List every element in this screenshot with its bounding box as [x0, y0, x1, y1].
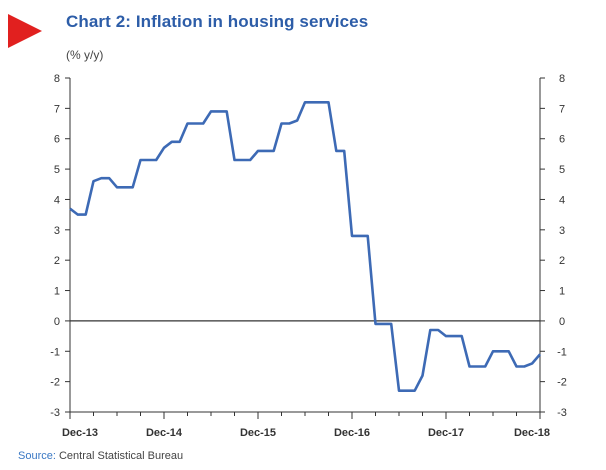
y-tick-label-right: 6 [559, 134, 565, 146]
source-note: Source: Central Statistical Bureau [18, 450, 183, 462]
y-tick-label-left: -3 [50, 407, 60, 419]
y-tick-label-left: 4 [54, 194, 60, 206]
y-tick-label-left: -2 [50, 377, 60, 389]
y-tick-label-left: 3 [54, 225, 60, 237]
y-tick-label-left: -1 [50, 346, 60, 358]
y-tick-label-right: 1 [559, 286, 565, 298]
chart-axes [65, 77, 545, 419]
red-triangle-marker [8, 14, 42, 48]
y-tick-label-right: -1 [557, 346, 567, 358]
y-axis-unit-label: (% y/y) [66, 48, 104, 62]
y-tick-label-right: -2 [557, 377, 567, 389]
y-tick-label-right: 4 [559, 194, 565, 206]
y-tick-label-left: 5 [54, 164, 60, 176]
y-tick-label-left: 2 [54, 255, 60, 267]
y-tick-label-left: 0 [54, 316, 60, 328]
y-tick-label-right: 2 [559, 255, 565, 267]
y-tick-label-right: 7 [559, 103, 565, 115]
x-tick-label: Dec-14 [146, 427, 183, 439]
x-tick-label: Dec-18 [514, 427, 550, 439]
series-line-0 [69, 101, 541, 393]
x-tick-label: Dec-16 [334, 427, 370, 439]
x-tick-label: Dec-13 [62, 427, 98, 439]
y-tick-label-left: 6 [54, 134, 60, 146]
y-tick-label-left: 7 [54, 103, 60, 115]
chart-tick-labels: -3 -2 -1 0 1 2 3 4 5 6 7 8 -3 -2 -1 0 1 2 3 4 5 6 7 8 Dec-13 Dec-… [50, 73, 567, 439]
source-text: Central Statistical Bureau [58, 450, 184, 462]
y-tick-label-right: -3 [557, 407, 567, 419]
y-tick-label-right: 5 [559, 164, 565, 176]
x-tick-label: Dec-17 [428, 427, 464, 439]
y-tick-label-right: 3 [559, 225, 565, 237]
y-tick-label-right: 8 [559, 73, 565, 85]
line-chart: -3 -2 -1 0 1 2 3 4 5 6 7 8 -3 -2 -1 0 1 2 3 4 5 6 7 8 Dec-13 Dec-… [50, 73, 567, 439]
y-tick-label-right: 0 [559, 316, 565, 328]
y-tick-label-left: 8 [54, 73, 60, 85]
y-tick-label-left: 1 [54, 286, 60, 298]
chart-series [69, 101, 541, 393]
x-tick-label: Dec-15 [240, 427, 276, 439]
source-label: Source: [18, 450, 56, 462]
chart-title: Chart 2: Inflation in housing services [66, 12, 369, 31]
